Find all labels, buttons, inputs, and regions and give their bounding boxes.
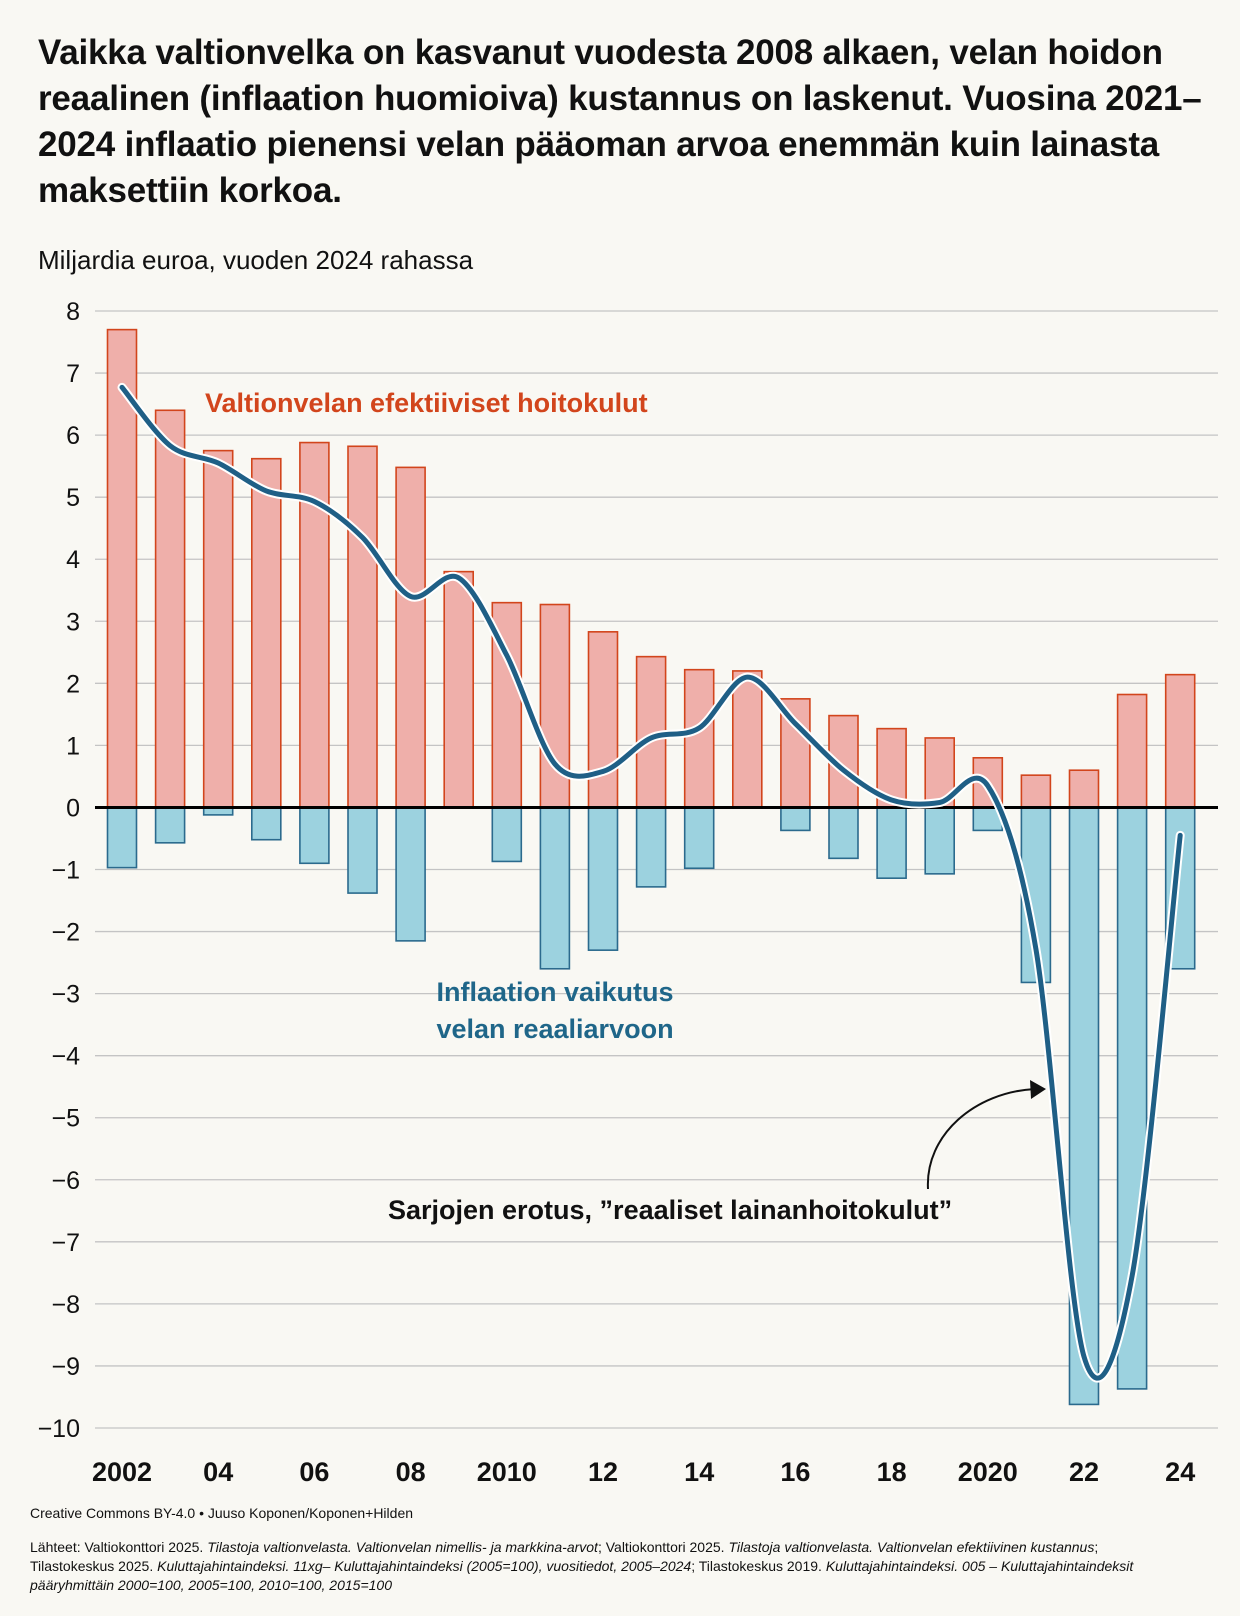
sources-part: ; Valtiokonttori 2025. (597, 1539, 729, 1555)
sources-part: ; Tilastokeskus 2025. (30, 1539, 1099, 1574)
x-tick-label: 16 (780, 1457, 810, 1487)
x-tick-label: 06 (299, 1457, 329, 1487)
x-tick-label: 24 (1165, 1457, 1195, 1487)
sources-part: Lähteet: Valtiokonttori 2025. (30, 1539, 208, 1555)
difference-line-group (117, 382, 1185, 1383)
x-tick-label: 22 (1069, 1457, 1099, 1487)
x-tick-label: 08 (396, 1457, 426, 1487)
inflation-bar (539, 806, 571, 970)
sources-part: ; Tilastokeskus 2019. (691, 1558, 826, 1574)
cost-bar (106, 328, 138, 809)
y-tick-label: −10 (38, 1415, 80, 1443)
y-tick-label: 3 (66, 608, 80, 636)
inflation-bar (876, 806, 907, 879)
cost-bar (251, 457, 282, 809)
y-tick-label: 6 (66, 422, 80, 450)
inflation-bar (828, 806, 859, 860)
x-tick-label: 18 (877, 1457, 907, 1487)
credit-line: Creative Commons BY-4.0 • Juuso Koponen/… (30, 1505, 414, 1521)
x-tick-label: 2002 (92, 1457, 152, 1487)
inflation-bar (924, 806, 956, 875)
y-tick-label: −5 (51, 1105, 80, 1133)
x-tick-label: 04 (203, 1457, 233, 1487)
y-tick-label: −7 (51, 1229, 80, 1257)
difference-line (119, 384, 1183, 1381)
inflation-bar (683, 806, 715, 870)
y-tick-label: 7 (66, 360, 80, 388)
cost-bar (587, 631, 619, 809)
cost-bar (443, 570, 475, 809)
inflation-bar (780, 806, 811, 832)
inflation-bar (587, 806, 619, 951)
cost-bar (395, 466, 426, 809)
y-tick-label: 2 (66, 670, 80, 698)
inflation-bar (154, 806, 186, 844)
y-tick-label: −8 (51, 1291, 80, 1319)
y-tick-label: −4 (51, 1043, 80, 1071)
x-tick-label: 14 (684, 1457, 714, 1487)
y-tick-label: 4 (66, 546, 80, 574)
inflation-series-label-line1: Inflaation vaikutus (436, 977, 673, 1007)
cost-bar (1116, 693, 1148, 809)
inflation-bar (251, 806, 282, 841)
chart: 8 7 6 5 4 3 2 1 0 −1 −2 −3 −4 −5 −6 −7 −8 −9 −10 2002 04 06 08… (38, 298, 1218, 1487)
y-tick-label: 0 (66, 794, 80, 822)
cost-series-label: Valtionvelan efektiiviset hoitokulut (205, 388, 648, 418)
y-tick-label: 8 (66, 298, 80, 326)
y-tick-label: −3 (51, 981, 80, 1009)
inflation-bar (1116, 806, 1148, 1390)
sources-title: Tilastoja valtionvelasta. Valtionvelan e… (728, 1539, 1095, 1555)
y-tick-label: −2 (51, 919, 80, 947)
x-tick-label: 12 (588, 1457, 618, 1487)
inflation-bar (635, 806, 667, 888)
cost-bar (1020, 774, 1052, 809)
cost-bar (1164, 673, 1196, 809)
cost-bar (1068, 769, 1100, 809)
inflation-series-label-line2: velan reaaliarvoon (436, 1014, 673, 1044)
inflation-bar (347, 806, 378, 894)
x-tick-label: 2020 (958, 1457, 1018, 1487)
sources-text: Lähteet: Valtiokonttori 2025. Tilastoja … (30, 1538, 1170, 1595)
cost-bar (154, 409, 186, 809)
chart-title: Vaikka valtionvelka on kasvanut vuodesta… (38, 33, 1202, 210)
y-tick-label: 5 (66, 484, 80, 512)
inflation-bar (299, 806, 330, 865)
y-tick-label: −1 (51, 857, 80, 885)
difference-series-label: Sarjojen erotus, ”reaaliset lainanhoitok… (388, 1195, 952, 1225)
sources-title: Tilastoja valtionvelasta. Valtionvelan n… (207, 1539, 598, 1555)
cost-bar (202, 449, 234, 809)
x-tick-label: 2010 (477, 1457, 537, 1487)
inflation-bar (106, 806, 138, 869)
annotation-arrow (926, 1088, 1036, 1190)
y-tick-label: 1 (66, 732, 80, 760)
axis-labels: 8 7 6 5 4 3 2 1 0 −1 −2 −3 −4 −5 −6 −7 −8 −9 −10 2002 04 06 08… (38, 298, 1196, 1487)
cost-bar (683, 668, 715, 809)
grid-lines (95, 310, 1218, 1429)
cost-bar (731, 670, 763, 809)
inflation-bar (491, 806, 523, 863)
sources-title: Kuluttajahintaindeksi. 005 – Kuluttajahi… (30, 1558, 1134, 1593)
sources-title: Kuluttajahintaindeksi. 11xg– Kuluttajahi… (157, 1558, 692, 1574)
cost-bar (347, 445, 378, 809)
annotation-arrowhead (1030, 1080, 1046, 1099)
inflation-bar (395, 806, 426, 942)
y-tick-label: −9 (51, 1353, 80, 1381)
annotations: Valtionvelan efektiiviset hoitokulut Inf… (205, 388, 1046, 1225)
y-tick-label: −6 (51, 1167, 80, 1195)
y-axis-unit-label: Miljardia euroa, vuoden 2024 rahassa (38, 245, 474, 275)
